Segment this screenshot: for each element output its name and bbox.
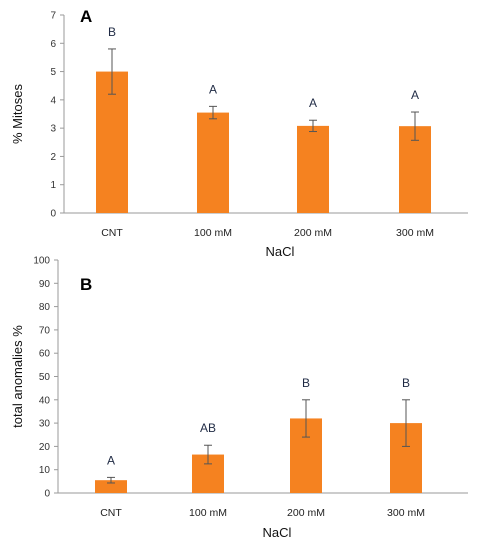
y-tick-label: 2 [50, 152, 56, 163]
y-tick-label: 6 [50, 39, 56, 50]
y-tick-label: 30 [39, 419, 51, 430]
bar [96, 71, 128, 213]
x-category-label: 100 mM [189, 507, 227, 519]
y-tick-label: 50 [39, 372, 51, 383]
x-category-label: 100 mM [194, 227, 232, 239]
y-tick-label: 4 [50, 95, 56, 106]
y-tick-label: 1 [50, 180, 56, 191]
y-axis-title: total anomalies % [10, 325, 25, 428]
x-category-label: CNT [101, 227, 123, 239]
x-axis-title: NaCl [263, 525, 292, 540]
y-tick-label: 10 [39, 465, 51, 476]
bar [197, 112, 229, 213]
y-tick-label: 0 [44, 489, 50, 500]
panel-letter: B [80, 275, 92, 294]
x-category-label: CNT [100, 507, 122, 519]
significance-label: B [302, 376, 310, 390]
significance-label: A [107, 453, 115, 467]
x-category-label: 300 mM [396, 227, 434, 239]
y-axis-title: % Mitoses [10, 84, 25, 144]
significance-label: A [309, 96, 317, 110]
chart-panel-a: A 0 1 2 3 4 5 6 7 B CNT A 100 mM A 200 mM A 300 mM NaCl % … [10, 7, 468, 259]
significance-label: A [411, 88, 419, 102]
y-tick-label: 60 [39, 349, 51, 360]
bar [95, 480, 127, 493]
significance-label: A [209, 82, 217, 96]
significance-label: B [402, 376, 410, 390]
x-category-label: 200 mM [287, 507, 325, 519]
significance-label: AB [200, 421, 216, 435]
y-tick-label: 70 [39, 325, 51, 336]
x-category-label: 300 mM [387, 507, 425, 519]
y-tick-label: 0 [50, 209, 56, 220]
panel-letter: A [80, 7, 92, 26]
y-tick-label: 80 [39, 302, 51, 313]
y-tick-label: 20 [39, 442, 51, 453]
bar [297, 125, 329, 213]
x-category-label: 200 mM [294, 227, 332, 239]
y-tick-label: 3 [50, 124, 56, 135]
y-tick-label: 90 [39, 279, 51, 290]
significance-label: B [108, 25, 116, 39]
y-tick-label: 100 [33, 256, 50, 267]
y-tick-label: 40 [39, 395, 51, 406]
y-tick-label: 7 [50, 11, 56, 22]
y-tick-label: 5 [50, 67, 56, 78]
chart-panel-b: B 0 10 20 30 40 50 60 70 80 90 100 A CNT AB 100 mM B 200 … [10, 256, 468, 540]
x-axis-title: NaCl [266, 244, 295, 259]
